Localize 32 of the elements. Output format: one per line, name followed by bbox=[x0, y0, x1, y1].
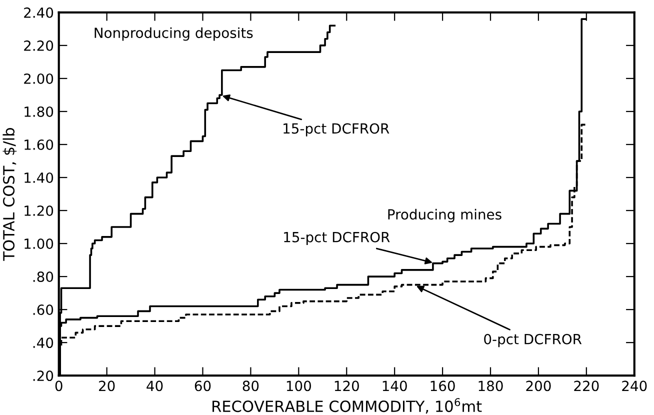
annotation: Producing mines bbox=[388, 208, 502, 222]
annotation: 15-pct DCFROR bbox=[284, 123, 390, 136]
x-tick-label: 100 bbox=[286, 380, 311, 392]
x-tick-label: 200 bbox=[526, 380, 551, 392]
annotation: 15-pct DCFROR bbox=[284, 232, 390, 246]
y-tick-label: 1.80 bbox=[24, 106, 54, 117]
y-tick-label: 1.20 bbox=[24, 205, 54, 216]
y-tick-label: 1.40 bbox=[24, 172, 54, 183]
x-tick-label: 240 bbox=[622, 380, 647, 392]
x-tick-label: 220 bbox=[574, 380, 599, 392]
x-tick-label: 20 bbox=[99, 380, 115, 392]
x-tick-label: 80 bbox=[242, 380, 259, 392]
y-tick-label: 2.00 bbox=[24, 73, 54, 84]
y-tick-label: .80 bbox=[33, 272, 54, 282]
x-tick-label: 0 bbox=[55, 380, 62, 392]
y-tick-label: 2.40 bbox=[24, 7, 54, 18]
y-tick-label: 1.00 bbox=[24, 238, 54, 250]
annotation: 0-pct DCFROR bbox=[484, 334, 582, 348]
x-tick-label: 160 bbox=[430, 380, 455, 392]
y-tick-label: .20 bbox=[33, 370, 54, 382]
x-tick-label: 40 bbox=[146, 380, 163, 392]
y-tick-label: 2.20 bbox=[24, 40, 54, 51]
x-axis-title: RECOVERABLE COMMODITY, 10$^{6}$mt bbox=[212, 398, 482, 414]
x-tick-label: 120 bbox=[334, 380, 359, 392]
y-tick-label: .60 bbox=[33, 304, 54, 316]
x-tick-label: 60 bbox=[194, 380, 211, 392]
y-tick-label: 1.60 bbox=[24, 139, 54, 150]
x-tick-label: 180 bbox=[478, 380, 503, 392]
annotation: Nonproducing deposits bbox=[94, 27, 253, 41]
y-axis-title: TOTAL COST, $/lb bbox=[2, 128, 17, 261]
y-tick-label: .40 bbox=[33, 338, 54, 348]
x-tick-label: 140 bbox=[382, 380, 407, 392]
